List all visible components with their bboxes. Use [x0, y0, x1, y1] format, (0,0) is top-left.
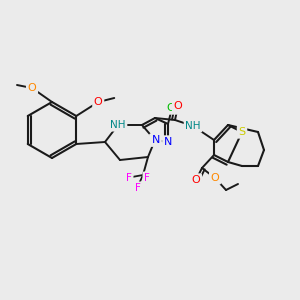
Text: O: O — [211, 173, 219, 183]
Text: F: F — [144, 173, 150, 183]
Text: O: O — [94, 97, 103, 107]
Text: NH: NH — [185, 121, 201, 131]
Text: F: F — [126, 173, 132, 183]
Text: O: O — [192, 175, 200, 185]
Text: O: O — [28, 83, 36, 93]
Text: N: N — [164, 137, 172, 147]
Text: N: N — [152, 135, 160, 145]
Text: N: N — [151, 135, 159, 145]
Text: O: O — [174, 101, 182, 111]
Text: Cl: Cl — [167, 103, 177, 113]
Text: F: F — [135, 183, 141, 193]
Text: S: S — [238, 127, 246, 137]
Text: NH: NH — [110, 120, 126, 130]
